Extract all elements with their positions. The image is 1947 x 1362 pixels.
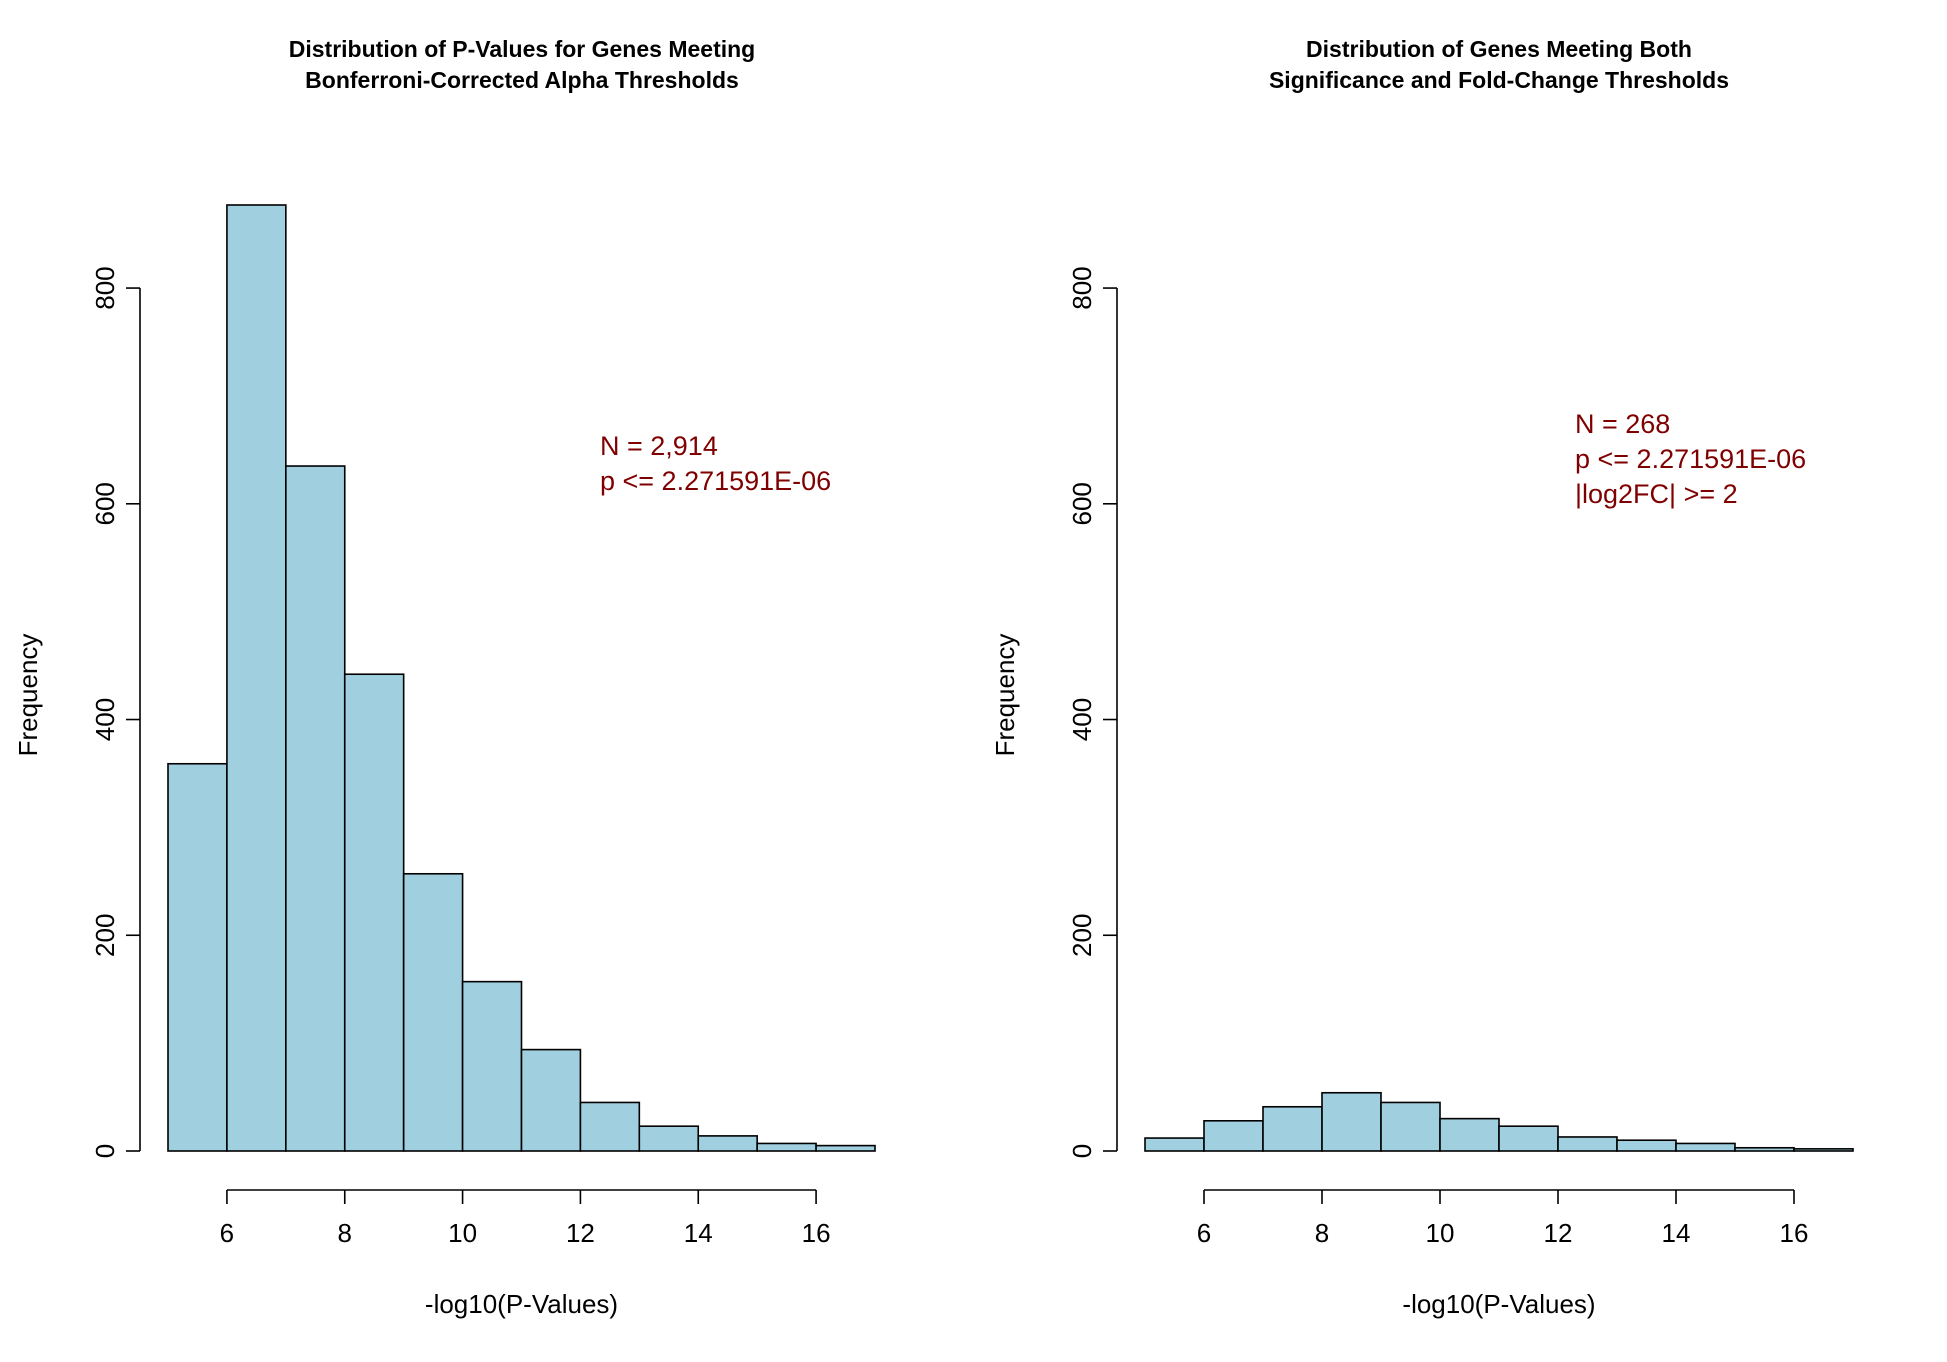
histogram-bar [1675,1142,1736,1152]
histogram-bar [226,204,287,1152]
y-axis-label: Frequency [13,634,43,757]
y-tick-label: 800 [1067,266,1097,309]
right-histogram-panel: Distribution of Genes Meeting Both Signif… [990,36,1854,1319]
annotation-line: p <= 2.271591E-06 [1575,444,1806,474]
histogram-bar [579,1101,641,1152]
x-tick-label: 6 [220,1218,234,1248]
histogram-bar [1262,1105,1323,1152]
histogram-bar [1734,1146,1795,1152]
histogram-bar [815,1144,876,1152]
y-axis-label: Frequency [990,634,1020,757]
annotation-line: |log2FC| >= 2 [1575,479,1738,509]
histogram-bar [1557,1136,1618,1152]
histogram-bar [1144,1137,1205,1152]
annotation-line: N = 268 [1575,409,1670,439]
x-tick-label: 12 [566,1218,595,1248]
x-tick-label: 14 [1662,1218,1691,1248]
x-axis-label: -log10(P-Values) [1402,1289,1595,1319]
x-tick-label: 14 [684,1218,713,1248]
annotation-line: N = 2,914 [600,431,718,461]
x-tick-label: 12 [1544,1218,1573,1248]
histogram-bar [520,1048,582,1152]
histogram-bar [756,1142,817,1152]
histogram-bar [1793,1148,1854,1152]
histogram-bar [697,1135,758,1152]
y-tick-label: 600 [1067,482,1097,525]
histogram-bar [1616,1139,1677,1152]
histogram-bar [1321,1091,1382,1152]
y-tick-label: 0 [90,1144,120,1158]
histogram-bar [167,762,228,1152]
annotation-line: p <= 2.271591E-06 [600,466,831,496]
y-tick-label: 200 [1067,914,1097,957]
y-tick-label: 600 [90,482,120,525]
histogram-bar [402,872,464,1152]
chart-title-line: Distribution of Genes Meeting Both [1306,36,1692,62]
y-tick-label: 200 [90,914,120,957]
x-tick-label: 8 [338,1218,352,1248]
x-tick-label: 10 [448,1218,477,1248]
x-tick-label: 16 [1780,1218,1809,1248]
histogram-bar [1498,1125,1559,1152]
x-tick-label: 6 [1197,1218,1211,1248]
x-tick-label: 8 [1315,1218,1329,1248]
y-tick-label: 400 [1067,698,1097,741]
x-tick-label: 16 [802,1218,831,1248]
chart-title-line: Bonferroni-Corrected Alpha Thresholds [305,67,739,93]
x-axis-label: -log10(P-Values) [425,1289,618,1319]
y-tick-label: 0 [1067,1144,1097,1158]
chart-title-line: Significance and Fold-Change Thresholds [1269,67,1729,93]
y-tick-label: 800 [90,266,120,309]
histogram-bar [1380,1101,1441,1152]
histogram-bar [1203,1119,1264,1152]
left-histogram-panel: Distribution of P-Values for Genes Meeti… [13,36,876,1319]
histogram-bar [285,465,346,1152]
x-tick-label: 10 [1426,1218,1455,1248]
histogram-bar [638,1125,700,1152]
histogram-bar [343,673,405,1152]
chart-title-line: Distribution of P-Values for Genes Meeti… [289,36,755,62]
histogram-bar [461,980,523,1152]
y-tick-label: 400 [90,698,120,741]
histogram-bar [1439,1117,1500,1152]
